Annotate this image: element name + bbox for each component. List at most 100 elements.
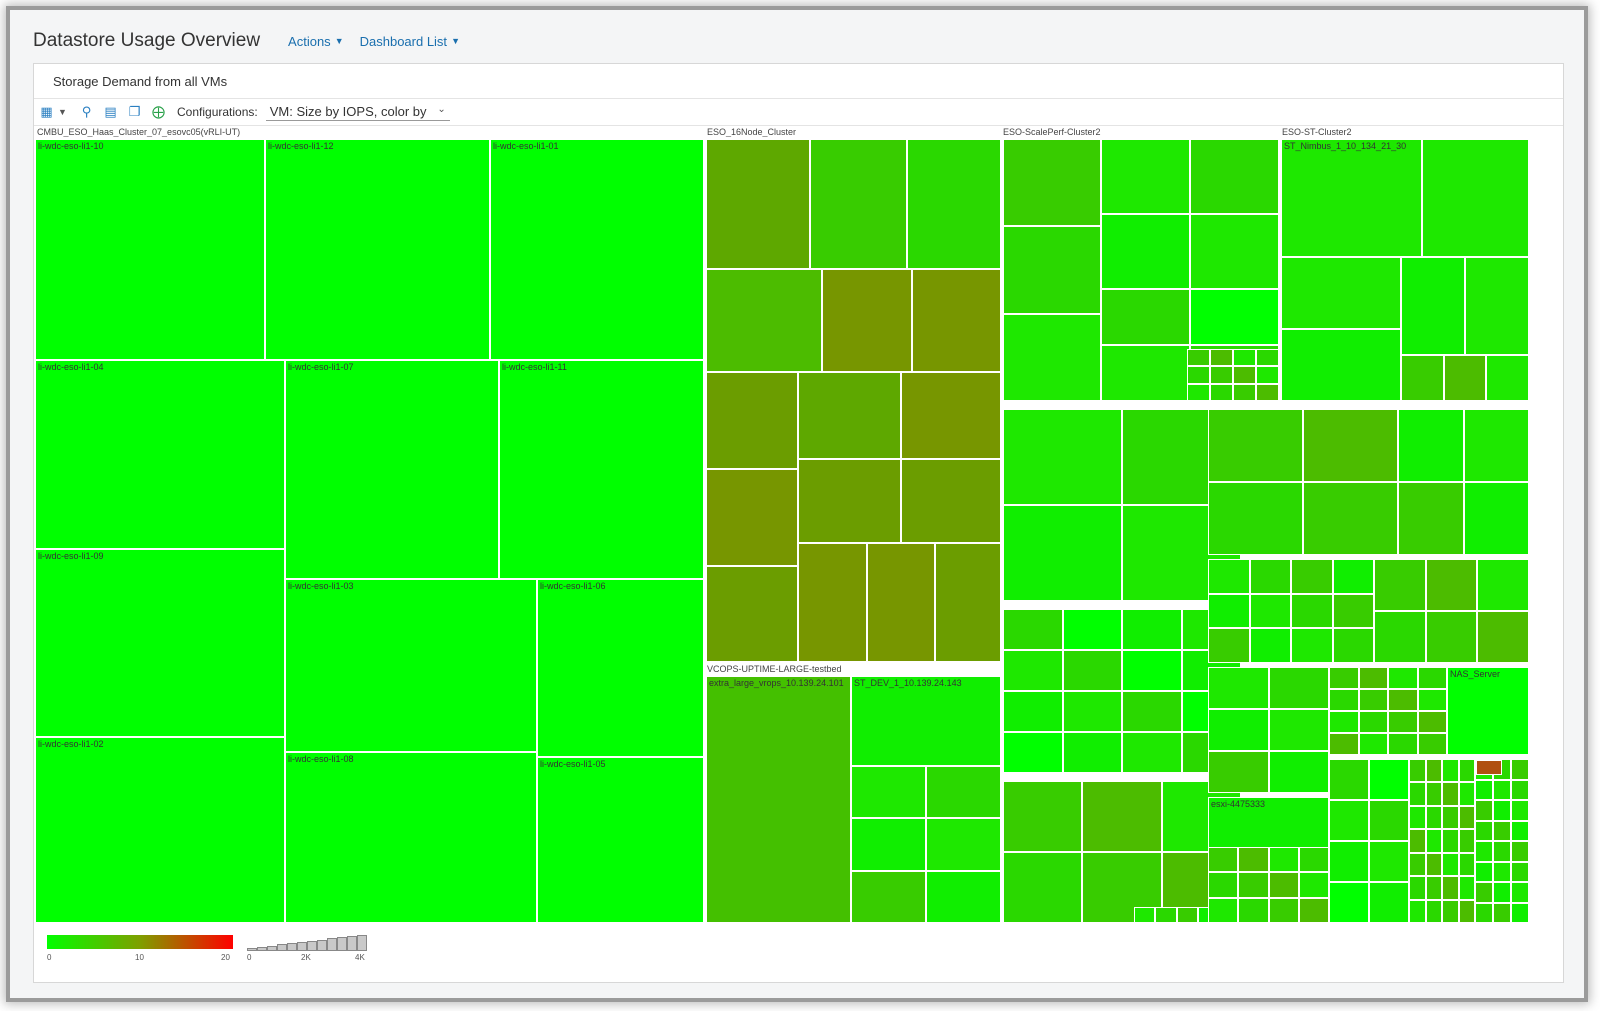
treemap-cell[interactable] <box>1134 907 1156 923</box>
treemap-cell[interactable]: li-wdc-eso-li1-03 <box>285 579 537 752</box>
treemap-cell[interactable] <box>1475 861 1493 882</box>
treemap-cell[interactable] <box>1208 872 1239 898</box>
actions-menu[interactable]: Actions ▼ <box>288 34 344 49</box>
treemap-cell[interactable] <box>935 543 1001 662</box>
treemap-cell[interactable] <box>1238 872 1269 898</box>
treemap-cell[interactable] <box>1062 732 1122 773</box>
treemap-cell[interactable] <box>1409 829 1426 853</box>
treemap-cell[interactable] <box>1291 559 1333 594</box>
treemap-cell[interactable] <box>1249 628 1291 663</box>
treemap-cell[interactable] <box>1190 289 1279 345</box>
treemap-cell[interactable] <box>1458 829 1475 853</box>
treemap-cell[interactable] <box>1329 882 1369 923</box>
treemap-cell[interactable] <box>1003 732 1063 773</box>
treemap-cell[interactable]: li-wdc-eso-li1-12 <box>265 139 490 360</box>
treemap-cell[interactable] <box>1425 829 1442 853</box>
treemap-cell[interactable] <box>1388 711 1418 733</box>
treemap-cell[interactable] <box>1303 482 1398 555</box>
treemap-cell[interactable] <box>1329 711 1359 733</box>
treemap-cell[interactable] <box>1268 847 1299 873</box>
treemap-cell[interactable]: li-wdc-eso-li1-08 <box>285 752 537 923</box>
treemap-cell[interactable] <box>1298 847 1329 873</box>
treemap-cell[interactable] <box>1369 800 1409 841</box>
treemap-cell[interactable] <box>1493 779 1511 800</box>
treemap-cell[interactable] <box>1475 820 1493 841</box>
treemap-cell[interactable] <box>1003 609 1063 650</box>
treemap-cell[interactable] <box>1442 876 1459 900</box>
treemap-cell[interactable] <box>851 818 926 871</box>
treemap-cell[interactable] <box>1208 409 1303 482</box>
treemap-cell[interactable] <box>1187 366 1210 384</box>
treemap-cell[interactable] <box>1210 366 1233 384</box>
treemap-cell[interactable] <box>1003 139 1101 227</box>
treemap-cell[interactable] <box>1238 847 1269 873</box>
treemap-cell[interactable] <box>1476 760 1502 775</box>
treemap-cell[interactable]: li-wdc-eso-li1-10 <box>35 139 265 360</box>
treemap-cell[interactable] <box>1281 257 1401 329</box>
treemap-cell[interactable] <box>1417 711 1447 733</box>
treemap-cell[interactable] <box>1374 611 1426 663</box>
treemap-cell[interactable] <box>1458 899 1475 923</box>
treemap-cell[interactable] <box>926 818 1001 871</box>
treemap-cell[interactable] <box>1062 609 1122 650</box>
treemap-cell[interactable] <box>1268 709 1329 751</box>
hierarchy-icon[interactable]: ▦ <box>40 104 53 119</box>
chevron-down-icon[interactable]: ▼ <box>58 107 67 117</box>
treemap-cell[interactable] <box>1190 214 1279 289</box>
treemap-cell[interactable]: li-wdc-eso-li1-09 <box>35 549 285 737</box>
treemap-cell[interactable] <box>1208 628 1250 663</box>
treemap-cell[interactable] <box>1417 733 1447 755</box>
treemap-cell[interactable] <box>1511 820 1529 841</box>
treemap-cell[interactable] <box>1329 759 1369 800</box>
treemap-cell[interactable] <box>1190 139 1279 214</box>
treemap-cell[interactable] <box>1233 349 1256 367</box>
treemap-cell[interactable]: ST_DEV_1_10.139.24.143 <box>851 676 1001 766</box>
treemap-cell[interactable] <box>1210 383 1233 401</box>
treemap-cell[interactable] <box>1298 872 1329 898</box>
treemap-cell[interactable] <box>1210 349 1233 367</box>
treemap-cell[interactable] <box>1208 667 1269 709</box>
treemap-cell[interactable] <box>1003 781 1083 852</box>
treemap-cell[interactable] <box>1268 897 1299 923</box>
treemap-cell[interactable] <box>1463 482 1529 555</box>
treemap-cell[interactable] <box>1003 313 1101 401</box>
treemap-cell[interactable] <box>1425 852 1442 877</box>
treemap-cell[interactable] <box>1442 759 1459 783</box>
treemap-cell[interactable]: li-wdc-eso-li1-06 <box>537 579 704 757</box>
treemap-cell[interactable] <box>1409 876 1426 900</box>
treemap-cell[interactable] <box>1511 800 1529 821</box>
treemap-cell[interactable] <box>1208 559 1250 594</box>
treemap-cell[interactable] <box>1401 355 1444 401</box>
treemap-cell[interactable] <box>1233 383 1256 401</box>
treemap-cell[interactable] <box>1442 899 1459 923</box>
treemap-cell[interactable] <box>1425 782 1442 806</box>
configurations-select[interactable]: VM: Size by IOPS, color by ⌄ <box>265 104 450 121</box>
treemap-cell[interactable] <box>1511 882 1529 903</box>
treemap-cell[interactable] <box>1388 689 1418 711</box>
treemap-cell[interactable] <box>1374 559 1426 611</box>
fit-screen-icon[interactable]: ⨁ <box>152 104 165 119</box>
treemap-cell[interactable] <box>1458 759 1475 783</box>
treemap-cell[interactable]: li-wdc-eso-li1-05 <box>537 757 704 923</box>
treemap-cell[interactable] <box>901 372 1001 459</box>
treemap-cell[interactable] <box>1101 214 1190 289</box>
treemap-cell[interactable] <box>1398 482 1464 555</box>
treemap-cell[interactable] <box>1176 907 1199 923</box>
treemap-cell[interactable] <box>1101 289 1190 345</box>
treemap-cell[interactable] <box>1486 355 1529 401</box>
treemap-cell[interactable] <box>1291 628 1333 663</box>
treemap-cell[interactable]: li-wdc-eso-li1-07 <box>285 360 499 579</box>
treemap-cell[interactable] <box>1249 593 1291 629</box>
treemap-cell[interactable] <box>1511 861 1529 882</box>
treemap-cell[interactable] <box>1388 667 1418 689</box>
treemap-cell[interactable] <box>1256 349 1279 367</box>
treemap-cell[interactable] <box>1442 782 1459 806</box>
treemap-cell[interactable] <box>1409 759 1426 783</box>
treemap-cell[interactable] <box>1369 882 1409 923</box>
treemap-cell[interactable] <box>798 372 901 459</box>
treemap-cell[interactable] <box>1249 559 1291 594</box>
treemap-cell[interactable]: ST_Nimbus_1_10_134_21_30 <box>1281 139 1422 257</box>
treemap-cell[interactable] <box>1458 852 1475 877</box>
treemap-cell[interactable] <box>1332 628 1374 663</box>
treemap-cell[interactable] <box>1409 805 1426 830</box>
